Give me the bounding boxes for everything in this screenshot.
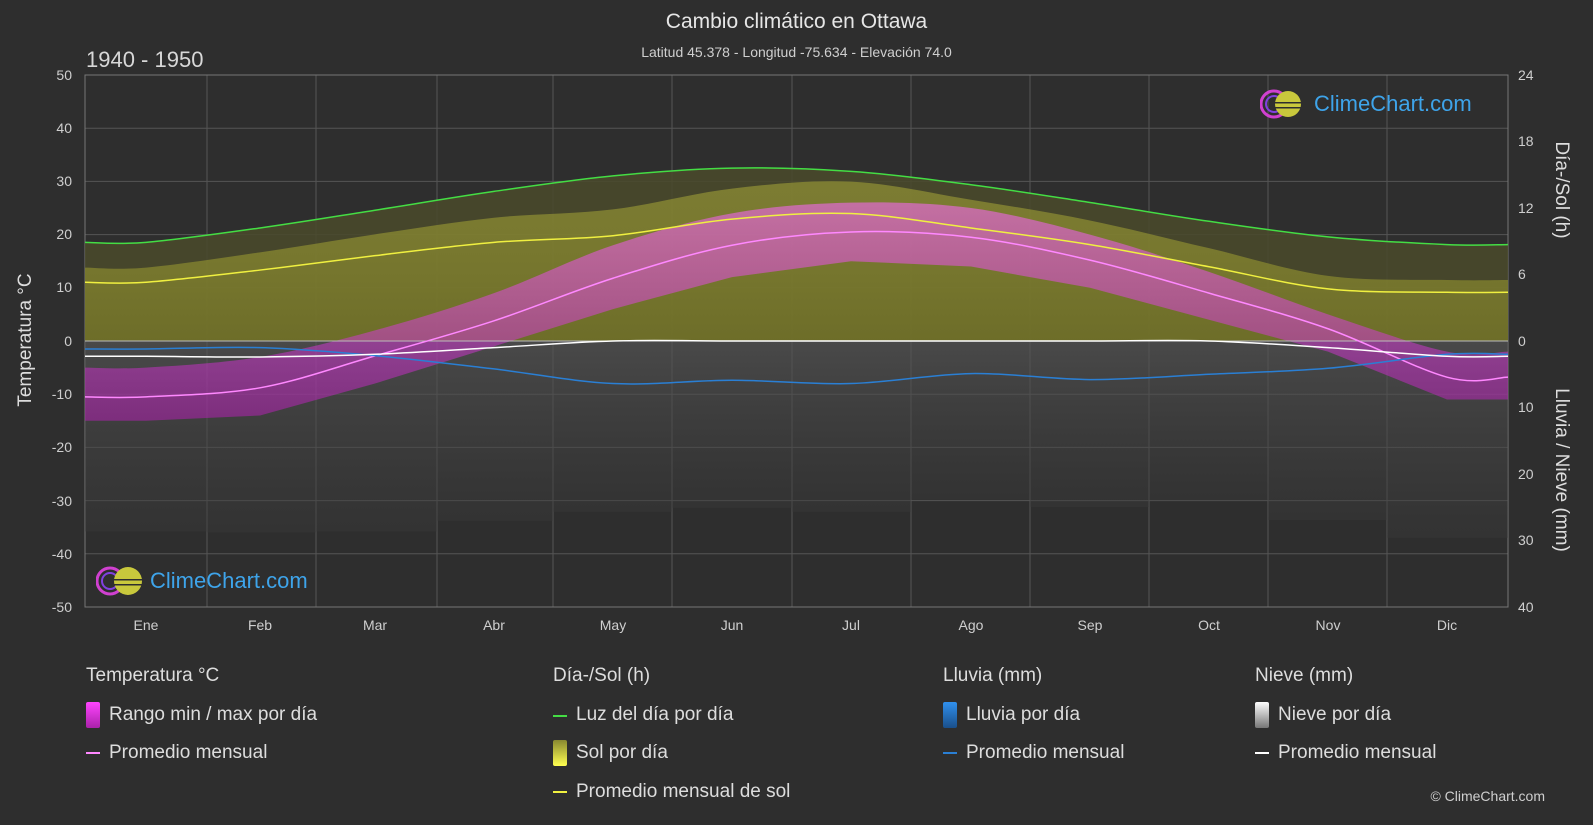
y-tick-label: 40 <box>56 120 72 136</box>
series-line-rain-avg <box>84 346 1509 385</box>
precip-bar <box>437 341 553 521</box>
y-tick-label: -30 <box>51 493 72 509</box>
y-tick-label: 0 <box>64 333 72 349</box>
legend-item-sun-avg: Promedio mensual de sol <box>576 781 791 802</box>
y-tick-label: -10 <box>51 386 72 402</box>
x-tick-label: Jun <box>720 617 744 633</box>
x-tick-label: Oct <box>1198 617 1220 633</box>
x-tick-label: Feb <box>247 617 273 633</box>
x-tick-label: Jul <box>842 617 860 633</box>
legend-item-rain-avg: Promedio mensual <box>966 742 1125 763</box>
series-line-daylight <box>84 167 1509 246</box>
y3-tick-label: 20 <box>1518 466 1534 482</box>
logo-bottom[interactable]: ClimeChart.com <box>96 565 336 597</box>
legend-title-rain: Lluvia (mm) <box>943 665 1043 686</box>
legend-swatch-rain <box>943 702 957 728</box>
x-tick-label: Dic <box>1436 617 1458 633</box>
y-tick-label: 10 <box>56 279 72 295</box>
y2-tick-label: 0 <box>1518 333 1526 349</box>
legend-item-temp-avg: Promedio mensual <box>109 742 268 763</box>
chart-subtitle: Latitud 45.378 - Longitud -75.634 - Elev… <box>641 44 952 60</box>
legend-swatch-sun <box>553 740 567 766</box>
precip-bar <box>553 341 672 512</box>
x-tick-label: Ago <box>958 617 984 633</box>
y2-tick-label: 18 <box>1518 133 1534 149</box>
logo-top[interactable]: ClimeChart.com <box>1260 88 1500 120</box>
y2-tick-label: 6 <box>1518 266 1526 282</box>
y3-tick-label: 10 <box>1518 399 1534 415</box>
copyright: © ClimeChart.com <box>1430 788 1545 804</box>
temp-range-band <box>85 202 1508 421</box>
temp-range-area <box>85 202 1508 421</box>
precip-bar <box>1149 341 1268 501</box>
series-line-temp-avg <box>84 230 1509 399</box>
precip-bar <box>672 341 792 508</box>
legend-item-temp-range: Rango min / max por día <box>109 704 318 725</box>
series-line-snow-avg <box>84 339 1509 358</box>
series-lines <box>84 167 1509 399</box>
legend-item-rain: Lluvia por día <box>966 704 1081 725</box>
logo-text: ClimeChart.com <box>150 568 308 593</box>
logo-globe-icon <box>1260 89 1301 119</box>
legend-title-snow: Nieve (mm) <box>1255 665 1354 686</box>
y2-tick-label: 24 <box>1518 67 1534 83</box>
legend-swatch-temp-avg <box>86 752 100 754</box>
y-tick-label: -50 <box>51 599 72 615</box>
legend-swatch-temp-range <box>86 702 100 728</box>
y3-tick-label: 40 <box>1518 599 1534 615</box>
y3-tick-label: 30 <box>1518 532 1534 548</box>
legend-item-snow: Nieve por día <box>1278 704 1392 725</box>
legend-title-sun: Día-/Sol (h) <box>553 665 651 686</box>
legend-swatch-sun-avg <box>553 791 567 793</box>
y2-tick-label: 12 <box>1518 200 1534 216</box>
legend-swatch-rain-avg <box>943 752 957 754</box>
legend-item-daylight: Luz del día por día <box>576 704 734 725</box>
x-tick-label: Ene <box>133 617 159 633</box>
precip-bar <box>792 341 911 512</box>
legend-swatch-snow <box>1255 702 1269 728</box>
logo-text: ClimeChart.com <box>1314 91 1472 116</box>
x-tick-label: Mar <box>362 617 388 633</box>
x-tick-label: Sep <box>1077 617 1103 633</box>
logo-globe-icon <box>96 566 142 596</box>
legend-swatch-daylight <box>553 715 567 717</box>
x-tick-label: Nov <box>1315 617 1341 633</box>
chart-title: Cambio climático en Ottawa <box>665 10 928 33</box>
legend-item-sun: Sol por día <box>576 742 668 763</box>
x-tick-label: Abr <box>483 617 505 633</box>
precip-bar <box>1030 341 1149 507</box>
legend-title-temperature: Temperatura °C <box>86 665 220 686</box>
legend-item-snow-avg: Promedio mensual <box>1278 742 1437 763</box>
x-tick-label: May <box>599 617 627 633</box>
legend-swatch-snow-avg <box>1255 752 1269 754</box>
y-tick-label: 30 <box>56 173 72 189</box>
series-line-sun-avg <box>84 212 1509 294</box>
y-tick-label: -20 <box>51 439 72 455</box>
period-label: 1940 - 1950 <box>86 47 204 72</box>
y-tick-label: -40 <box>51 546 72 562</box>
y-tick-label: 50 <box>56 67 72 83</box>
y-tick-label: 20 <box>56 226 72 242</box>
precip-bar <box>911 341 1030 500</box>
